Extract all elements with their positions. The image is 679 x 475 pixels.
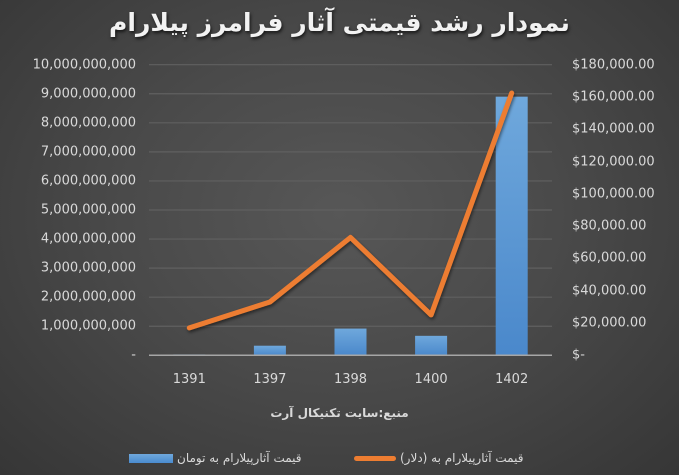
x-axis-tick: 1391 (172, 372, 206, 387)
source-caption: منبع:سایت تکنیکال آرت (270, 406, 409, 420)
left-axis-tick: 4,000,000,000 (40, 231, 136, 247)
right-axis-tick: $80,000.00 (572, 218, 647, 234)
legend-item-toman[interactable]: قیمت آثارپیلارام به تومان (129, 449, 302, 467)
right-axis-tick: $160,000.00 (572, 89, 655, 105)
left-axis-tick: - (131, 347, 136, 363)
legend-line-swatch-icon (354, 455, 396, 461)
left-axis-tick: 9,000,000,000 (40, 86, 136, 102)
right-axis-tick: $40,000.00 (572, 283, 647, 299)
legend-bar-swatch-icon (129, 453, 173, 463)
left-axis-tick: 6,000,000,000 (40, 173, 136, 189)
x-axis-tick: 1402 (495, 372, 529, 387)
left-axis-tick: 3,000,000,000 (40, 260, 136, 276)
left-axis-tick: 10,000,000,000 (32, 57, 136, 73)
left-axis-tick: 1,000,000,000 (40, 318, 136, 334)
bar-1402[interactable] (495, 96, 528, 356)
bar-1398[interactable] (334, 328, 367, 356)
right-axis-tick: $180,000.00 (572, 57, 655, 73)
x-axis-tick: 1397 (253, 372, 287, 387)
right-axis-tick: $140,000.00 (572, 121, 655, 137)
right-axis-tick: $100,000.00 (572, 186, 655, 202)
chart-title: نمودار رشد قیمتی آثار فرامرز پیلارام (109, 8, 570, 37)
x-axis-tick: 1400 (414, 372, 448, 387)
bar-1397[interactable] (253, 345, 286, 356)
legend-label-toman: قیمت آثارپیلارام به تومان (177, 451, 302, 465)
line-series[interactable] (186, 90, 515, 331)
legend-item-dollar[interactable]: قیمت آثارپیلارام به (دلار) (354, 449, 523, 467)
legend-label-dollar: قیمت آثارپیلارام به (دلار) (400, 451, 524, 465)
right-axis-tick: $60,000.00 (572, 250, 647, 266)
left-axis-tick: 2,000,000,000 (40, 289, 136, 305)
gridlines (149, 64, 552, 327)
left-axis-tick: 8,000,000,000 (40, 115, 136, 131)
left-axis-tick: 7,000,000,000 (40, 144, 136, 160)
left-axis-tick: 5,000,000,000 (40, 202, 136, 218)
right-axis-tick: $- (572, 347, 585, 363)
bar-1400[interactable] (415, 335, 448, 356)
right-axis-tick: $20,000.00 (572, 315, 647, 331)
x-axis-tick: 1398 (333, 372, 368, 387)
right-axis-tick: $120,000.00 (572, 154, 655, 170)
